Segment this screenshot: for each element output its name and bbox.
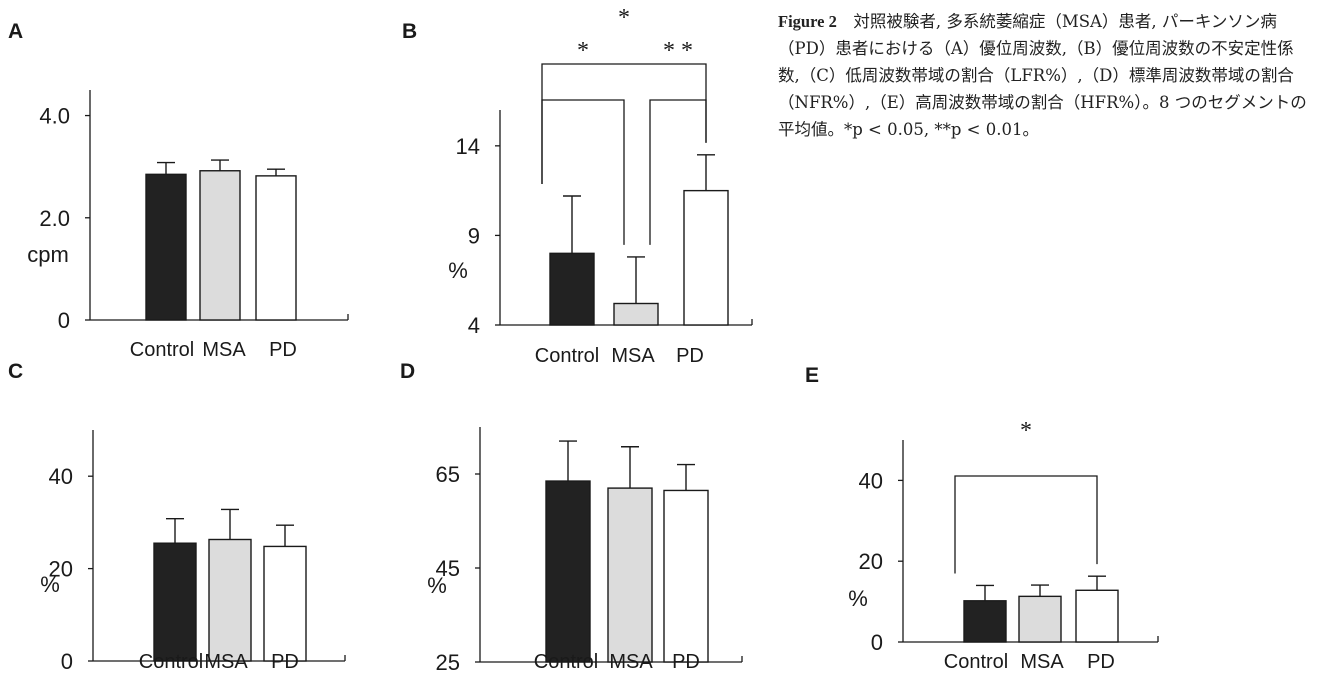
y-tick-label-a: 4.0 [39, 104, 70, 129]
category-label-pd-b: PD [676, 345, 704, 367]
bar-pd-a [255, 175, 297, 321]
caption-label: Figure 2 [778, 12, 837, 31]
significance-marker-b: * [577, 38, 589, 64]
panel-c: C 0 20 40% Control MSA PD [8, 360, 346, 674]
bar-control-c [153, 542, 197, 662]
category-label-pd-e: PD [1087, 651, 1115, 673]
y-tick-label-b: 9 [468, 223, 480, 248]
panel-letter-a: A [8, 20, 23, 43]
category-label-msa-e: MSA [1020, 651, 1064, 673]
y-axis-label-d: % [427, 573, 447, 598]
y-tick-label-e: 0 [871, 630, 883, 655]
bar-msa-c [208, 538, 252, 662]
figure-caption: Figure 2 対照被験者, 多系統萎縮症（MSA）患者, パーキンソン病（P… [778, 8, 1314, 143]
category-label-msa-c: MSA [204, 651, 248, 673]
significance-bracket-b [541, 63, 707, 184]
y-tick-label-d: 45 [436, 556, 460, 581]
panel-letter-e: E [805, 364, 819, 387]
bar-msa-e [1018, 595, 1062, 643]
y-tick-label-c: 0 [61, 649, 73, 674]
panel-letter-c: C [8, 360, 23, 383]
bar-control-b [549, 252, 595, 326]
significance-marker-b: * * [663, 38, 693, 64]
y-tick-label-b: 4 [468, 313, 480, 338]
category-label-control-a: Control [130, 339, 194, 361]
bar-control-e [963, 600, 1007, 643]
category-label-pd-d: PD [672, 651, 700, 673]
y-tick-label-a: 0 [58, 308, 70, 333]
category-label-msa-a: MSA [202, 339, 246, 361]
y-tick-label-c: 20 [49, 557, 73, 582]
panel-letter-b: B [402, 20, 417, 43]
category-label-msa-b: MSA [611, 345, 655, 367]
category-label-pd-a: PD [269, 339, 297, 361]
panel-letter-d: D [400, 360, 415, 383]
significance-bracket-b [541, 99, 625, 245]
significance-marker-e: * [1020, 418, 1032, 444]
y-axis-label-c: % [40, 572, 60, 597]
category-label-control-e: Control [944, 651, 1008, 673]
category-label-control-d: Control [534, 651, 598, 673]
bar-msa-d [607, 487, 653, 663]
panel-a: A 0 2.0 4.0 cpm Control MSA PD [8, 20, 349, 361]
bar-msa-a [199, 170, 241, 321]
panel-b: B 4 9 14% Control MSA PD * * * * [402, 5, 753, 367]
bar-pd-e [1075, 589, 1119, 643]
bar-pd-d [663, 489, 709, 663]
y-axis-label-b: % [448, 258, 468, 283]
y-axis-label-a: cpm [27, 242, 69, 267]
y-tick-label-d: 65 [436, 462, 460, 487]
category-label-pd-c: PD [271, 651, 299, 673]
y-tick-label-d: 25 [436, 650, 460, 675]
bar-control-a [145, 173, 187, 321]
y-axis-label-e: % [848, 586, 868, 611]
significance-marker-b: * [618, 5, 630, 31]
bar-pd-b [683, 189, 729, 326]
caption-text: 対照被験者, 多系統萎縮症（MSA）患者, パーキンソン病（PD）患者における（… [778, 12, 1307, 139]
bar-msa-b [613, 302, 659, 326]
y-tick-label-e: 20 [859, 549, 883, 574]
panel-d: D 25 45 65% Control MSA PD [400, 360, 743, 675]
y-tick-label-c: 40 [49, 464, 73, 489]
category-label-control-c: Control [139, 651, 203, 673]
y-tick-label-a: 2.0 [39, 206, 70, 231]
category-label-control-b: Control [535, 345, 599, 367]
y-tick-label-b: 14 [456, 134, 480, 159]
category-label-msa-d: MSA [609, 651, 653, 673]
y-tick-label-e: 40 [859, 468, 883, 493]
bar-pd-c [263, 545, 307, 662]
panel-e: E 0 20 40% Control MSA PD * [805, 364, 1159, 673]
bar-control-d [545, 480, 591, 663]
significance-bracket-e [954, 475, 1098, 574]
